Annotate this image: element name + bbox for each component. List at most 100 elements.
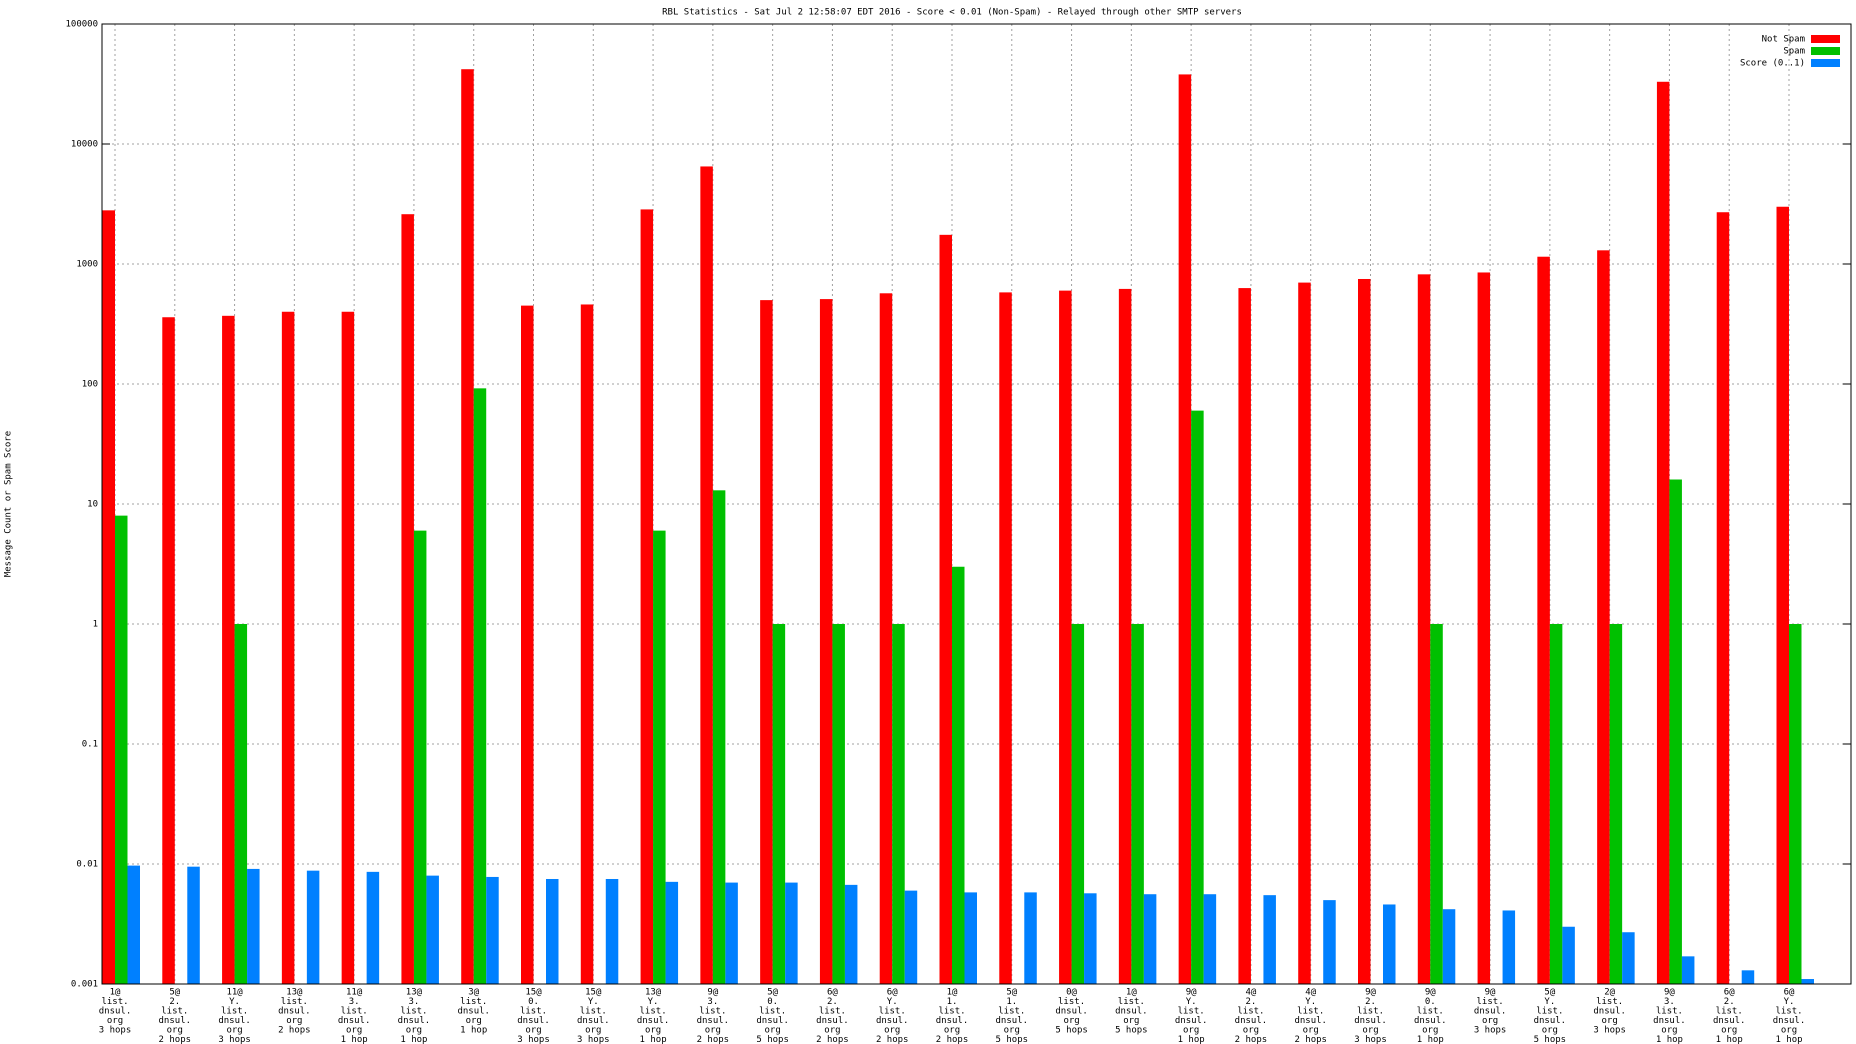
x-tick-label: list. bbox=[819, 1007, 846, 1017]
bar bbox=[127, 865, 140, 984]
y-tick-label: 100000 bbox=[65, 20, 98, 30]
x-tick-label: dnsul. bbox=[1713, 1016, 1746, 1026]
x-tick-label: list. bbox=[1058, 997, 1085, 1007]
bar bbox=[844, 884, 858, 984]
bar bbox=[521, 305, 534, 984]
x-tick-label: 5@ bbox=[767, 988, 778, 998]
x-tick-label: 3 hops bbox=[1354, 1035, 1387, 1044]
bar bbox=[1358, 278, 1371, 984]
bar bbox=[725, 882, 738, 984]
bar bbox=[234, 624, 248, 984]
bar bbox=[461, 69, 474, 984]
x-tick-label: dnsul. bbox=[936, 1016, 969, 1026]
x-tick-label: list. bbox=[1237, 1007, 1264, 1017]
x-tick-label: list. bbox=[161, 1007, 188, 1017]
x-tick-label: 13@ bbox=[645, 988, 662, 998]
x-tick-label: list. bbox=[1417, 1007, 1444, 1017]
x-tick-label: dnsul. bbox=[517, 1016, 550, 1026]
x-tick-label: org bbox=[944, 1026, 960, 1036]
x-tick-label: 11@ bbox=[346, 988, 363, 998]
x-tick-label: list. bbox=[1118, 997, 1145, 1007]
x-tick-label: 1 hop bbox=[1178, 1035, 1205, 1044]
bar bbox=[413, 530, 427, 984]
x-tick-label: 2 hops bbox=[1294, 1035, 1327, 1044]
y-tick-label: 1000 bbox=[76, 260, 98, 270]
bar bbox=[640, 209, 654, 985]
x-tick-label: 1@ bbox=[110, 988, 121, 998]
bar bbox=[1238, 288, 1251, 985]
legend-label: Score (0..1) bbox=[1740, 59, 1805, 69]
x-tick-label: org bbox=[1362, 1026, 1378, 1036]
bar bbox=[1084, 893, 1097, 984]
x-tick-label: Y. bbox=[1784, 997, 1795, 1007]
bar bbox=[964, 892, 977, 984]
bar bbox=[1131, 624, 1144, 984]
y-tick-label: 10 bbox=[87, 500, 98, 510]
y-tick-label: 0.1 bbox=[82, 740, 98, 750]
x-tick-label: dnsul. bbox=[1294, 1016, 1327, 1026]
x-tick-label: org bbox=[1004, 1026, 1020, 1036]
x-tick-label: list. bbox=[1656, 1007, 1683, 1017]
x-tick-label: 13@ bbox=[406, 988, 423, 998]
y-tick-label: 10000 bbox=[71, 140, 98, 150]
x-tick-label: dnsul. bbox=[1115, 1007, 1148, 1017]
x-tick-label: list. bbox=[1178, 1007, 1205, 1017]
x-tick-label: org bbox=[1063, 1016, 1079, 1026]
x-tick-label: list. bbox=[281, 997, 308, 1007]
bar bbox=[832, 624, 845, 984]
x-tick-label: 3 hops bbox=[517, 1035, 550, 1044]
x-tick-label: 9@ bbox=[1425, 988, 1436, 998]
x-tick-label: 1 hop bbox=[640, 1035, 667, 1044]
x-tick-label: 1 hop bbox=[1716, 1035, 1743, 1044]
x-tick-label: org bbox=[1243, 1026, 1259, 1036]
x-tick-label: dnsul. bbox=[218, 1016, 251, 1026]
bar bbox=[1656, 81, 1670, 985]
bar bbox=[879, 293, 893, 984]
bar bbox=[1071, 624, 1085, 984]
x-tick-label: 4@ bbox=[1246, 988, 1257, 998]
x-tick-label: org bbox=[705, 1026, 721, 1036]
bar bbox=[1298, 282, 1311, 984]
x-tick-label: dnsul. bbox=[816, 1016, 849, 1026]
bar bbox=[1776, 206, 1789, 984]
bar bbox=[1597, 250, 1610, 985]
x-tick-label: Y. bbox=[648, 997, 659, 1007]
x-tick-label: Y. bbox=[229, 997, 240, 1007]
x-tick-label: list. bbox=[998, 1007, 1025, 1017]
x-tick-label: 1. bbox=[947, 997, 958, 1007]
bar bbox=[102, 210, 115, 984]
x-tick-label: 11@ bbox=[226, 988, 243, 998]
bar bbox=[1716, 212, 1730, 985]
y-axis-label: Message Count or Spam Score bbox=[4, 431, 14, 577]
x-tick-label: 2 hops bbox=[159, 1035, 192, 1044]
bar bbox=[1477, 272, 1491, 984]
bar bbox=[1323, 900, 1336, 984]
x-tick-label: dnsul. bbox=[457, 1007, 490, 1017]
bar bbox=[1669, 479, 1682, 984]
bar bbox=[712, 490, 726, 984]
x-tick-label: 3 hops bbox=[1593, 1026, 1626, 1036]
plot-border bbox=[101, 23, 1852, 985]
bar bbox=[486, 876, 499, 984]
bar bbox=[653, 530, 666, 984]
bar bbox=[473, 388, 487, 984]
x-tick-label: dnsul. bbox=[1593, 1007, 1626, 1017]
x-tick-label: org bbox=[1602, 1016, 1618, 1026]
x-tick-label: 5@ bbox=[169, 988, 180, 998]
x-tick-label: 2 hops bbox=[816, 1035, 849, 1044]
legend-swatch bbox=[1811, 47, 1840, 55]
x-tick-label: 15@ bbox=[585, 988, 602, 998]
x-tick-label: 2@ bbox=[1604, 988, 1615, 998]
x-tick-label: list. bbox=[640, 1007, 667, 1017]
x-tick-label: 9@ bbox=[1664, 988, 1675, 998]
bar bbox=[306, 870, 320, 984]
bar bbox=[1383, 904, 1396, 984]
bar bbox=[1442, 909, 1456, 984]
bar bbox=[1741, 970, 1755, 984]
x-tick-label: list. bbox=[221, 1007, 248, 1017]
bar bbox=[426, 875, 439, 984]
x-tick-label: 2. bbox=[1724, 997, 1735, 1007]
x-tick-label: 1 hop bbox=[1775, 1035, 1802, 1044]
x-tick-label: 3 hops bbox=[218, 1035, 251, 1044]
x-tick-label: 2. bbox=[169, 997, 180, 1007]
